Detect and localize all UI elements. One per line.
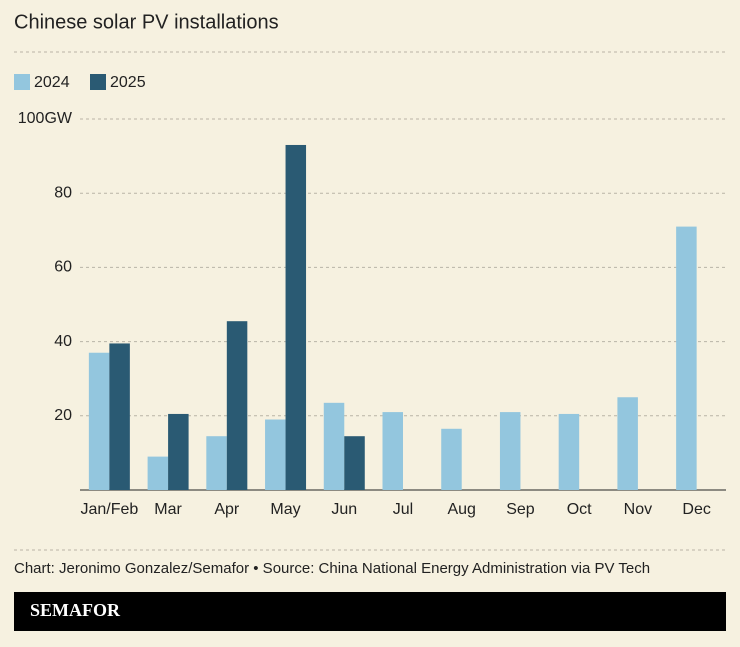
bar: [88, 352, 110, 490]
bar: [147, 456, 169, 490]
x-tick-label: Apr: [214, 501, 240, 518]
source: Chart: Jeronimo Gonzalez/Semafor • Sourc…: [14, 560, 650, 577]
legend-swatch: [14, 74, 30, 90]
y-tick-label: 20: [54, 407, 72, 424]
legend-label: 2025: [110, 74, 146, 91]
chart-title: Chinese solar PV installations: [14, 11, 279, 33]
bar: [226, 321, 248, 490]
x-tick-label: Jun: [331, 501, 357, 518]
y-tick-label: 80: [54, 184, 72, 201]
bar: [206, 436, 227, 490]
x-tick-label: Jul: [393, 501, 413, 518]
bar: [265, 419, 286, 490]
bar: [285, 144, 307, 490]
x-tick-label: Jan/Feb: [80, 501, 138, 518]
bar: [382, 412, 403, 490]
x-tick-label: Nov: [624, 501, 652, 518]
y-tick-label: 60: [54, 259, 72, 276]
x-tick-label: Dec: [682, 501, 710, 518]
bar: [499, 412, 521, 490]
x-tick-label: Aug: [447, 501, 475, 518]
bar: [558, 413, 580, 490]
x-tick-label: Mar: [154, 501, 182, 518]
bar: [109, 343, 130, 490]
bar: [676, 226, 697, 490]
y-tick-label: 40: [54, 333, 72, 350]
bar: [617, 397, 638, 490]
brand-bar: [14, 592, 726, 631]
y-tick-label: 100GW: [18, 110, 73, 127]
legend-swatch: [90, 74, 106, 90]
x-tick-label: May: [270, 501, 300, 518]
x-tick-label: Sep: [506, 501, 535, 518]
x-tick-label: Oct: [567, 501, 592, 518]
bar: [168, 413, 189, 490]
bar: [441, 428, 462, 490]
brand: SEMAFOR: [30, 600, 121, 620]
legend-label: 2024: [34, 74, 70, 91]
bar: [323, 402, 345, 490]
bar: [344, 436, 365, 490]
